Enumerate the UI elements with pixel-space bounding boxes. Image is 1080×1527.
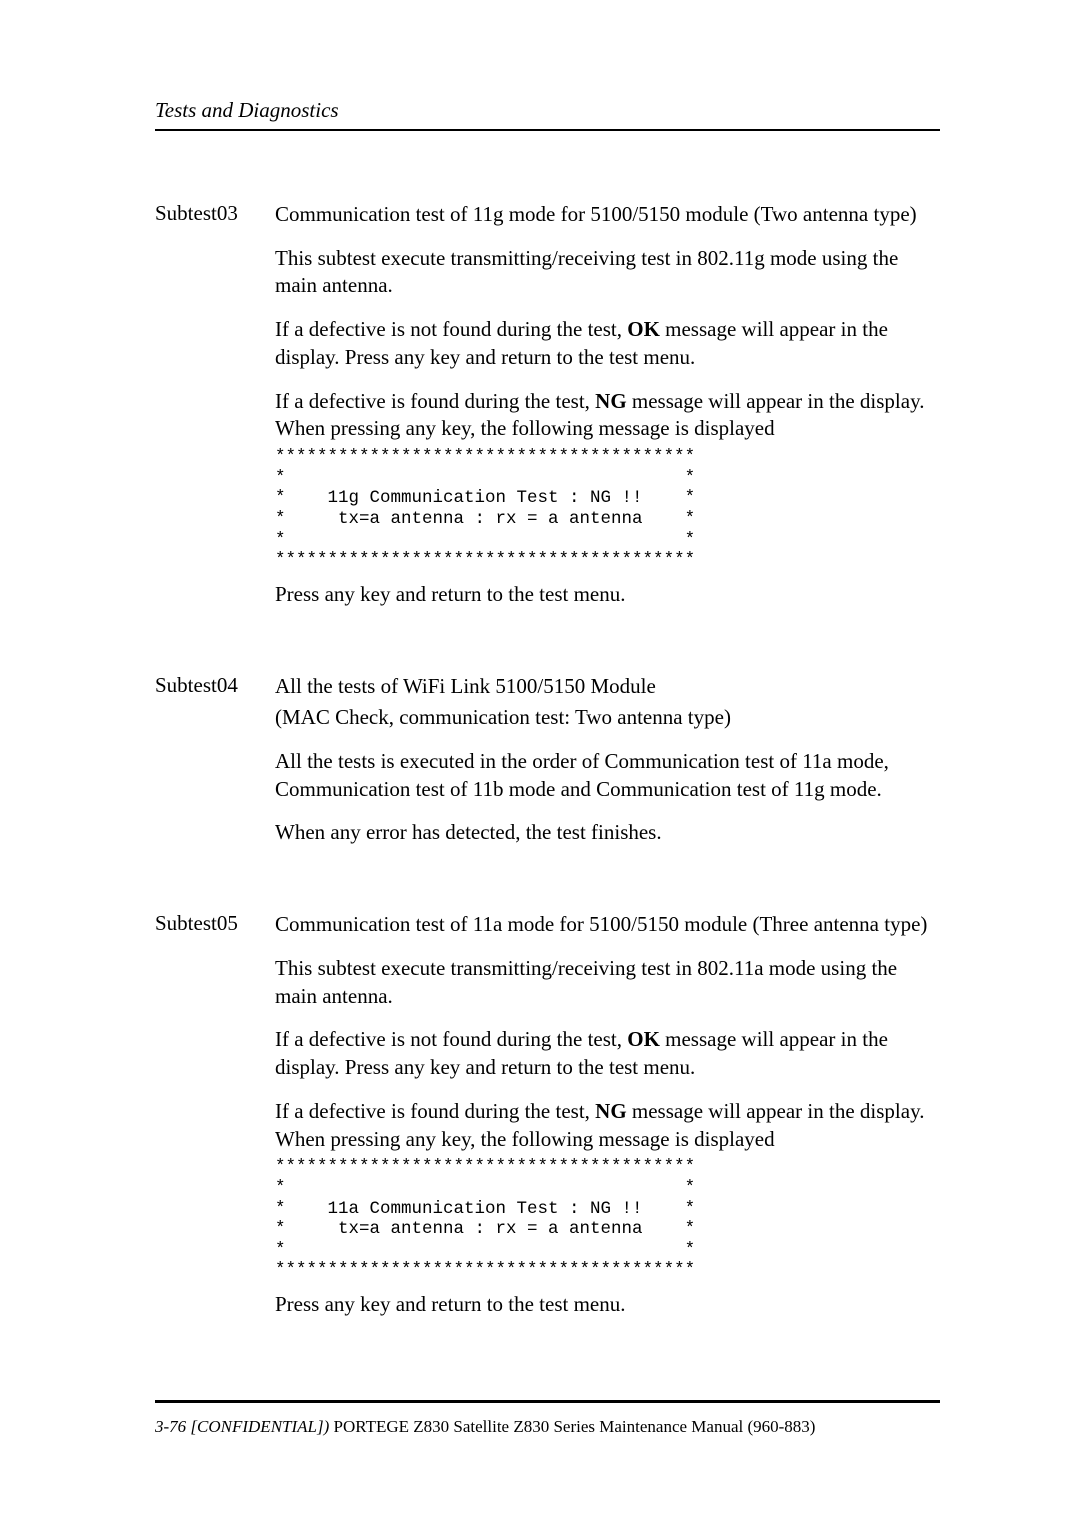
- page-header: Tests and Diagnostics: [155, 98, 940, 131]
- page: Tests and Diagnostics Subtest03 Communic…: [0, 0, 1080, 1527]
- header-text: Tests and Diagnostics: [155, 98, 339, 122]
- paragraph: If a defective is found during the test,…: [275, 1098, 940, 1153]
- text: If a defective is found during the test,: [275, 1099, 595, 1123]
- subtest-05: Subtest05 Communication test of 11a mode…: [155, 911, 940, 1335]
- subtest-body: Communication test of 11g mode for 5100/…: [275, 201, 940, 625]
- spacer: [155, 863, 940, 903]
- paragraph: Press any key and return to the test men…: [275, 581, 940, 609]
- paragraph: If a defective is not found during the t…: [275, 316, 940, 371]
- paragraph: This subtest execute transmitting/receiv…: [275, 955, 940, 1010]
- paragraph: Press any key and return to the test men…: [275, 1291, 940, 1319]
- mono-block: ****************************************…: [275, 447, 940, 571]
- page-footer: 3-76 [CONFIDENTIAL]) PORTEGE Z830 Satell…: [155, 1400, 940, 1437]
- paragraph: When any error has detected, the test fi…: [275, 819, 940, 847]
- footer-rest: PORTEGE Z830 Satellite Z830 Series Maint…: [334, 1417, 816, 1436]
- text: If a defective is not found during the t…: [275, 317, 627, 341]
- subtest-title-line2: (MAC Check, communication test: Two ante…: [275, 704, 940, 732]
- footer-lead: 3-76 [CONFIDENTIAL]): [155, 1417, 334, 1436]
- paragraph: If a defective is not found during the t…: [275, 1026, 940, 1081]
- subtest-label: Subtest05: [155, 911, 275, 936]
- subtest-label: Subtest04: [155, 673, 275, 698]
- text: If a defective is not found during the t…: [275, 1027, 627, 1051]
- mono-block: ****************************************…: [275, 1157, 940, 1281]
- ng-bold: NG: [595, 1099, 627, 1123]
- subtest-title-line1: All the tests of WiFi Link 5100/5150 Mod…: [275, 673, 940, 701]
- paragraph: If a defective is found during the test,…: [275, 388, 940, 443]
- subtest-03: Subtest03 Communication test of 11g mode…: [155, 201, 940, 625]
- subtest-title: Communication test of 11a mode for 5100/…: [275, 911, 940, 939]
- subtest-title: Communication test of 11g mode for 5100/…: [275, 201, 940, 229]
- ok-bold: OK: [627, 1027, 660, 1051]
- subtest-04: Subtest04 All the tests of WiFi Link 510…: [155, 673, 940, 864]
- text: If a defective is found during the test,: [275, 389, 595, 413]
- ng-bold: NG: [595, 389, 627, 413]
- subtest-body: Communication test of 11a mode for 5100/…: [275, 911, 940, 1335]
- subtest-label: Subtest03: [155, 201, 275, 226]
- paragraph: All the tests is executed in the order o…: [275, 748, 940, 803]
- ok-bold: OK: [627, 317, 660, 341]
- subtest-body: All the tests of WiFi Link 5100/5150 Mod…: [275, 673, 940, 864]
- paragraph: This subtest execute transmitting/receiv…: [275, 245, 940, 300]
- spacer: [155, 625, 940, 665]
